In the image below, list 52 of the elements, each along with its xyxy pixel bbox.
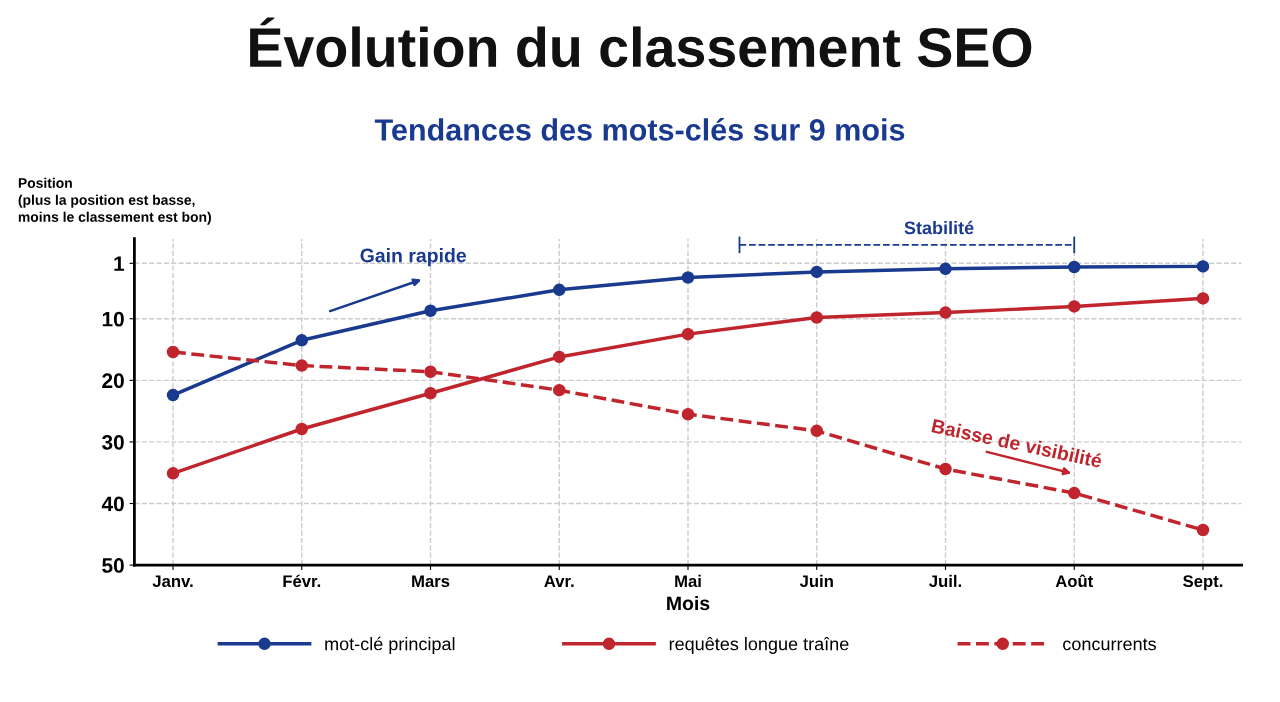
- legend-label: requêtes longue traîne: [669, 637, 849, 654]
- x-tick-label: Sept.: [1183, 575, 1223, 591]
- point: [166, 345, 180, 359]
- point: [553, 283, 566, 297]
- point: [424, 365, 437, 378]
- point: [1196, 260, 1210, 273]
- legend-label: concurrents: [1063, 638, 1156, 651]
- x-tick-label: Juin: [799, 574, 833, 588]
- point: [1196, 292, 1210, 305]
- point: [553, 383, 566, 397]
- point: [295, 422, 309, 436]
- x-tick-label: Avr.: [544, 575, 574, 587]
- y-tick-label: 50: [102, 558, 124, 573]
- x-tick-label: Juil.: [929, 574, 962, 588]
- point: [1067, 300, 1081, 313]
- point: [424, 304, 437, 317]
- y-tick-label: 20: [102, 373, 124, 389]
- y-tick-label: 30: [101, 434, 124, 450]
- legend-label: mot-clé principal: [325, 636, 455, 654]
- point: [295, 334, 309, 347]
- point: [553, 350, 566, 364]
- chart-title: Évolution du classement SEO: [250, 17, 1032, 68]
- point: [1196, 523, 1210, 537]
- point: [681, 407, 695, 421]
- chart-subtitle: Tendances des mots-clés sur 9 mois: [374, 117, 905, 141]
- point: [810, 424, 823, 438]
- point: [681, 327, 695, 341]
- point: [166, 467, 180, 480]
- x-tick-label: Janv.: [152, 575, 193, 588]
- x-tick-label: Févr.: [283, 574, 321, 588]
- text: Stabilité: [904, 220, 974, 235]
- point: [295, 359, 309, 372]
- point: [939, 462, 952, 476]
- x-tick-label: Août: [1055, 574, 1093, 588]
- point: [1067, 260, 1081, 274]
- point: [1067, 486, 1081, 500]
- y-tick-label: 10: [102, 311, 124, 327]
- point: [810, 265, 823, 279]
- x-tick-label: Mai: [675, 574, 701, 588]
- y-tick-label: 40: [101, 496, 124, 512]
- point: [681, 271, 695, 284]
- point: [939, 306, 952, 319]
- y-axis-title: Position (plus la position est basse, moins le classement est bon): [18, 177, 211, 225]
- y-tick-label: 1: [114, 256, 125, 271]
- point: [166, 388, 180, 402]
- x-tick-label: Mars: [412, 575, 450, 588]
- annotation: Baisse de visibilité: [931, 418, 1103, 469]
- point: [939, 262, 952, 276]
- x-axis-title: Mois: [667, 595, 710, 611]
- annotation: Gain rapide: [360, 248, 467, 267]
- point: [424, 387, 437, 400]
- point: [810, 311, 823, 324]
